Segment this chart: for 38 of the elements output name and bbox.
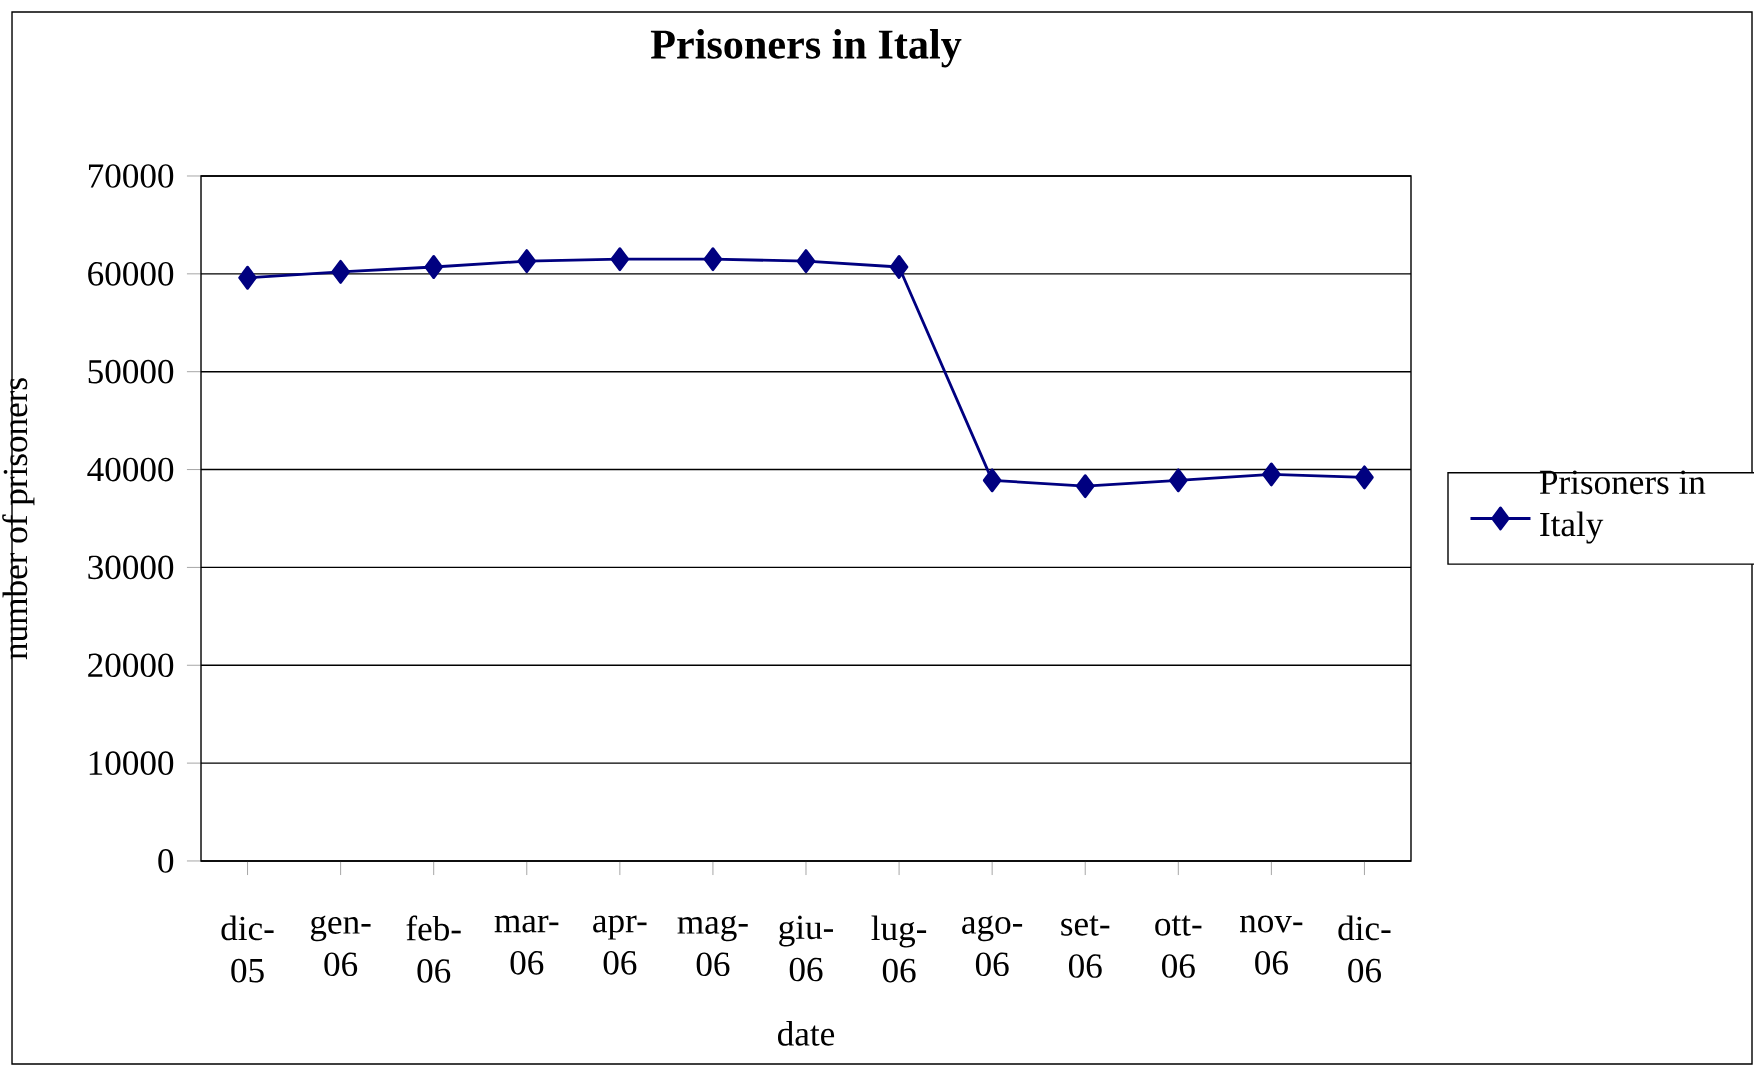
y-tick-label: 10000 bbox=[89, 751, 174, 775]
point bbox=[238, 265, 257, 290]
x-tick-label: set- 06 bbox=[1061, 915, 1110, 978]
x-tick-label: dic- 06 bbox=[1338, 915, 1391, 983]
x-axis-title: date bbox=[778, 1021, 835, 1046]
x-tick-label: ago- 06 bbox=[962, 915, 1023, 977]
point bbox=[1075, 474, 1095, 499]
x-tick-label: ott- 06 bbox=[1155, 915, 1202, 978]
point bbox=[1168, 468, 1188, 493]
point bbox=[796, 249, 816, 274]
point bbox=[424, 255, 444, 279]
y-axis-title: number of prisoners bbox=[2, 378, 35, 660]
x-tick-label: nov- 06 bbox=[1240, 915, 1303, 975]
y-tick-label: 50000 bbox=[88, 359, 174, 384]
y-tick-label: 40000 bbox=[87, 457, 174, 482]
y-tick-label: 60000 bbox=[88, 262, 174, 286]
point bbox=[1355, 465, 1374, 490]
x-tick-label: apr- 06 bbox=[593, 915, 647, 975]
point bbox=[982, 468, 1002, 493]
y-tick-label: 20000 bbox=[88, 653, 174, 678]
chart-title: Prisoners in Italy bbox=[650, 29, 962, 68]
x-tick-label: feb- 06 bbox=[406, 915, 461, 983]
legend-label: Prisoners in Italy bbox=[1539, 470, 1706, 544]
x-tick-label: mar- 06 bbox=[494, 915, 559, 975]
point bbox=[517, 249, 537, 274]
x-tick-label: dic- 05 bbox=[221, 915, 274, 983]
point bbox=[889, 255, 909, 279]
point bbox=[610, 247, 630, 272]
x-tick-label: mag- 06 bbox=[677, 915, 748, 977]
y-tick-label: 30000 bbox=[88, 555, 174, 580]
point bbox=[1262, 462, 1281, 487]
x-tick-label: giu- 06 bbox=[779, 915, 834, 982]
x-tick-label: gen- 06 bbox=[310, 915, 371, 977]
y-tick-label: 70000 bbox=[88, 164, 174, 188]
point bbox=[331, 259, 350, 284]
point bbox=[703, 247, 723, 272]
y-tick-label: 0 bbox=[158, 849, 174, 873]
x-tick-label: lug- 06 bbox=[871, 915, 927, 983]
